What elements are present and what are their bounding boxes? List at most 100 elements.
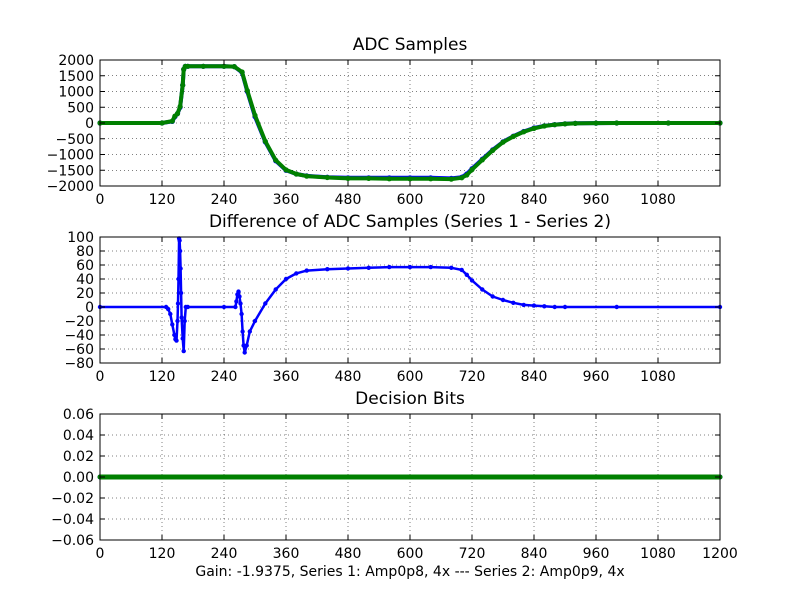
data-point [236, 289, 241, 294]
data-point [221, 304, 227, 310]
y-tick-label: −40 [64, 328, 94, 344]
data-point [170, 322, 175, 327]
subplot-2: 0 120 240 360 480 600 720 840 960 1080 10080604020… [64, 212, 723, 385]
data-point [200, 63, 206, 69]
y-tick-label: 1000 [58, 85, 94, 101]
data-point [263, 301, 268, 306]
data-point [366, 175, 372, 181]
data-point [531, 125, 537, 131]
series-line-1 [98, 237, 722, 354]
data-point [177, 238, 182, 243]
x-tick-label: 120 [149, 369, 176, 385]
data-point [510, 133, 516, 140]
data-point [168, 311, 173, 317]
x-tick-label: 1080 [640, 369, 676, 385]
subplot-3: 0 120 240 360 480 600 720 840 960 1080 1200 0.06 0.0… [51, 389, 738, 562]
data-point [294, 271, 299, 276]
data-point [449, 265, 454, 270]
data-point [234, 299, 239, 304]
x-tick-label: 720 [459, 546, 486, 562]
x-tick-label: 360 [273, 546, 300, 562]
data-point [244, 343, 249, 348]
data-point [252, 112, 258, 118]
data-point [531, 303, 537, 308]
data-point [459, 175, 465, 181]
data-point [345, 175, 351, 181]
y-tick-label: 0.02 [63, 449, 94, 465]
y-tick-label: −0.06 [51, 533, 94, 549]
data-point [180, 82, 186, 88]
x-tick-label: 480 [335, 546, 362, 562]
data-point [387, 264, 392, 270]
y-tick-label: 500 [67, 100, 94, 116]
x-tick-label: 720 [459, 369, 486, 385]
x-tick-label: 360 [273, 192, 300, 208]
x-tick-label: 960 [583, 192, 610, 208]
x-tick-label: 0 [96, 546, 105, 562]
y-tick-label: −1500 [47, 163, 94, 179]
series-line-2 [98, 64, 722, 182]
data-point [562, 304, 568, 310]
data-point [324, 174, 330, 181]
data-point [166, 306, 171, 312]
y-tick-label: 0.00 [63, 470, 94, 486]
y-tick-label: −1000 [47, 148, 94, 164]
x-tick-label: 240 [211, 546, 238, 562]
data-point [464, 172, 470, 178]
data-point [562, 121, 568, 127]
y-tick-label: 0.04 [63, 428, 94, 444]
data-point [304, 173, 310, 179]
y-tick-label: −0.02 [51, 491, 94, 507]
data-point [521, 129, 527, 135]
data-point [366, 265, 371, 270]
x-tick-label: 120 [149, 192, 176, 208]
subplot-title: Decision Bits [355, 389, 465, 409]
subplot-1: 0 120 240 360 480 600 720 840 960 1080 20001500100… [47, 35, 723, 208]
x-tick-label: 960 [583, 546, 610, 562]
data-point [231, 64, 237, 70]
data-point [239, 311, 244, 317]
y-tick-label: 80 [76, 244, 94, 260]
data-point [500, 139, 506, 145]
data-point [345, 266, 351, 271]
data-point [293, 171, 299, 177]
data-point [479, 157, 485, 163]
data-point [469, 167, 475, 173]
data-point [428, 176, 434, 182]
axes-frame [99, 236, 721, 364]
x-tick-label: 1200 [702, 546, 738, 562]
x-tick-label: 840 [521, 192, 548, 208]
data-point [511, 300, 516, 305]
y-tick-label: 60 [76, 258, 94, 274]
data-point [273, 157, 279, 163]
data-point [233, 304, 238, 310]
data-point [407, 264, 413, 270]
x-tick-label: 0 [96, 369, 105, 385]
data-point [174, 338, 179, 343]
data-point [542, 304, 547, 309]
data-point [242, 350, 247, 355]
data-point [464, 272, 469, 277]
x-tick-label: 960 [583, 369, 610, 385]
data-point [552, 304, 557, 310]
x-tick-label: 480 [335, 369, 362, 385]
data-point [593, 120, 599, 126]
data-point [252, 318, 258, 324]
y-tick-label: 100 [67, 230, 94, 246]
data-point [177, 104, 183, 110]
data-point [386, 176, 392, 182]
subplot-title: Difference of ADC Samples (Series 1 - Se… [209, 212, 611, 232]
data-point [273, 287, 278, 292]
data-point [283, 276, 289, 282]
x-tick-label: 600 [397, 192, 424, 208]
data-point [180, 336, 185, 341]
x-tick-label: 720 [459, 192, 486, 208]
data-point [521, 302, 526, 308]
data-point [459, 267, 464, 273]
y-tick-label: 2000 [58, 53, 94, 69]
y-tick-label: 0 [85, 116, 94, 132]
data-point [241, 343, 246, 348]
y-tick-label: −80 [64, 356, 94, 372]
data-point [244, 88, 250, 94]
